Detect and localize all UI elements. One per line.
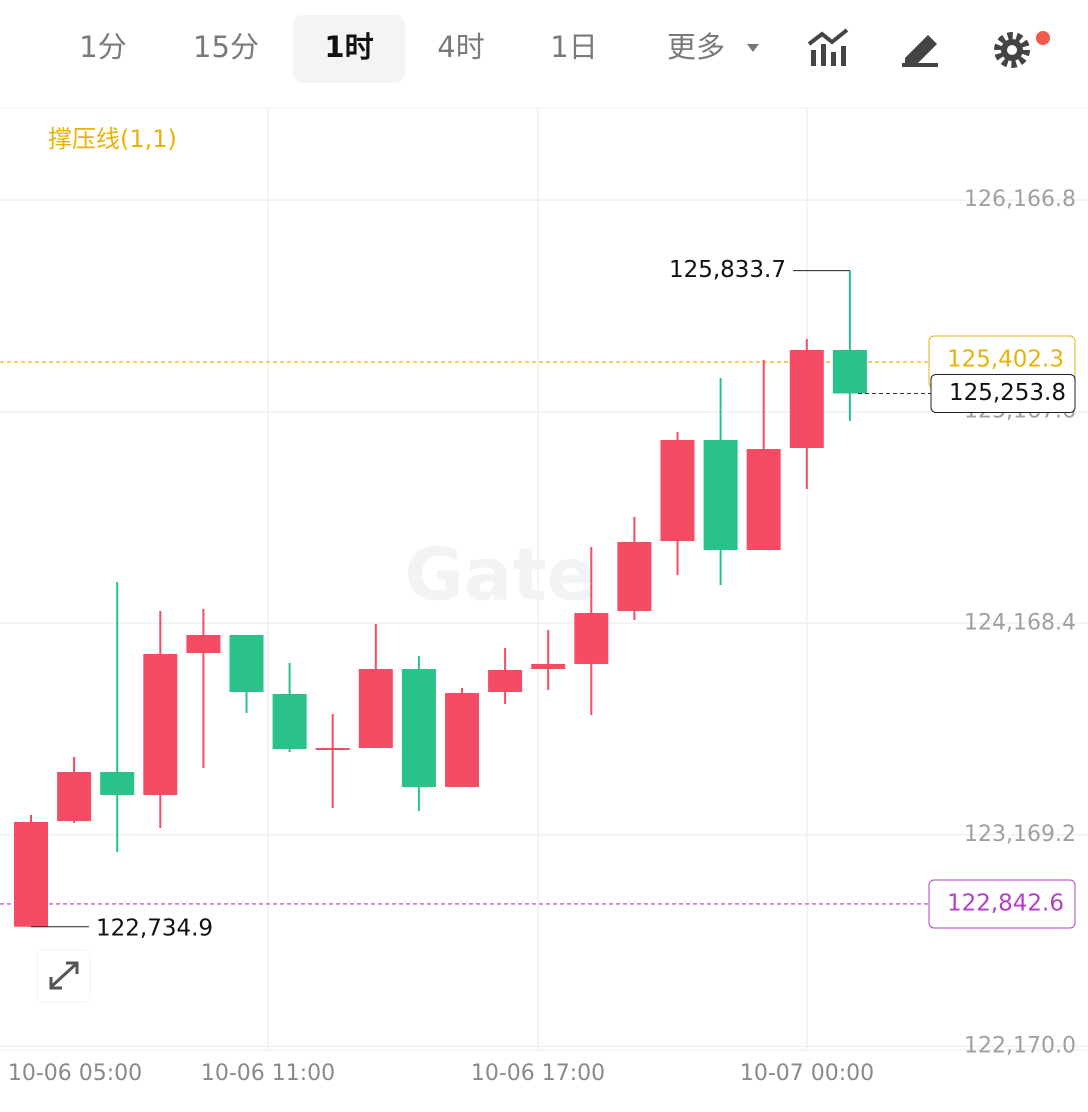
candle-body [445, 692, 479, 787]
candle-body [229, 635, 264, 692]
last-price-label: 125,253.8 [949, 380, 1066, 406]
active-tab-bg [293, 15, 405, 83]
tab[interactable]: 1日 [550, 30, 597, 64]
high-label: 125,833.7 [669, 257, 786, 283]
x-tick-label: 10-06 11:00 [201, 1061, 335, 1086]
y-tick-label: 126,166.8 [964, 187, 1076, 212]
tab[interactable]: 1分 [79, 30, 126, 64]
candle-body [14, 821, 48, 927]
candle-body [143, 653, 178, 796]
candle-body [186, 635, 221, 653]
x-tick-label: 10-06 05:00 [8, 1061, 142, 1086]
support-box [928, 879, 1076, 929]
candle-body [660, 440, 695, 541]
candle-body [789, 349, 824, 449]
y-tick-label: 124,168.4 [964, 610, 1076, 635]
tab[interactable]: 更多 [667, 30, 725, 64]
y-tick-label: 122,170.0 [964, 1033, 1076, 1058]
candle-body [703, 440, 738, 550]
tab[interactable]: 4时 [437, 30, 484, 64]
indicator-label: 撑压线(1,1) [48, 125, 177, 153]
candle-body [832, 349, 867, 394]
candle-body [401, 669, 436, 787]
candle-body [57, 771, 92, 821]
low-label: 122,734.9 [96, 915, 213, 941]
candle-body [272, 693, 307, 749]
tab[interactable]: 15分 [193, 30, 259, 64]
candle-body [100, 771, 135, 796]
x-tick-label: 10-06 17:00 [471, 1061, 605, 1086]
watermark: Gate [405, 533, 596, 617]
x-tick-label: 10-07 00:00 [740, 1061, 874, 1086]
more-caret[interactable] [747, 44, 759, 52]
indicator-icon[interactable] [807, 28, 849, 66]
last-price-box [930, 373, 1076, 413]
resistance-label: 125,402.3 [947, 347, 1064, 373]
candle-body [617, 541, 652, 611]
settings-icon[interactable] [994, 31, 1050, 68]
tab[interactable]: 1时 [324, 30, 373, 64]
toolbar: 1分 15分 1时 4时 1日 更多 [79, 15, 1050, 83]
candle-body [315, 747, 350, 750]
expand-button[interactable] [36, 949, 91, 1003]
candle-body [574, 613, 609, 664]
y-tick-label: 123,169.2 [964, 822, 1076, 847]
support-label: 122,842.6 [947, 890, 1064, 916]
candle-body [488, 669, 523, 692]
candle-body [358, 669, 393, 748]
candle-body [531, 663, 566, 670]
draw-icon[interactable] [902, 35, 938, 67]
candle-body [746, 449, 781, 550]
